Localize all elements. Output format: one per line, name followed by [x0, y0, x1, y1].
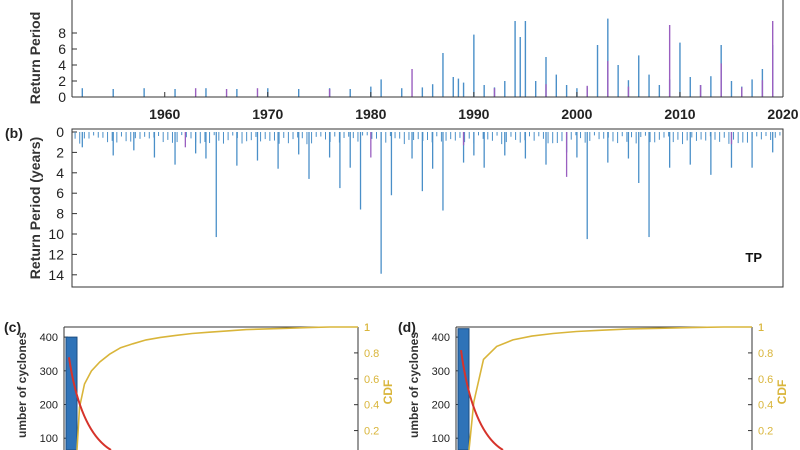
panel-c-y2tick-label: 0.6: [364, 374, 379, 386]
panel-a-ytick-label: 0: [58, 89, 66, 105]
panel-a-xtick-label: 2020: [767, 106, 798, 122]
panel-c-hist-bar: [65, 336, 78, 450]
panel-b-ytick-label: 4: [56, 165, 64, 181]
panel-d-ytick-label: 100: [432, 433, 450, 445]
panel-b-ylabel: Return Period (years): [27, 137, 43, 279]
panel-d-y2tick-label: 0.2: [758, 426, 773, 438]
panel-a-xtick-label: 1970: [252, 106, 283, 122]
panel-b-letter: (b): [5, 125, 23, 141]
panel-d-y2tick-top: 1: [758, 322, 764, 334]
panel-a-ytick-label: 6: [58, 41, 66, 57]
panel-c-ylabel: umber of cyclones: [15, 332, 29, 438]
panel-d-ytick-label: 400: [432, 332, 450, 344]
panel-a-ytick-label: 8: [58, 25, 66, 41]
panel-d-letter: (d): [398, 319, 416, 335]
panel-a-ytick-label: 2: [58, 73, 66, 89]
panel-c-y2tick-label: 0.4: [364, 400, 379, 412]
panel-b-ytick-label: 8: [56, 206, 64, 222]
panel-d-ytick-label: 200: [432, 400, 450, 412]
panel-b: (b) Return Period (years) 0 2 4 6 8 10 12 14 TP: [5, 124, 784, 288]
panel-c-y2tick-label: 0.2: [364, 426, 379, 438]
panel-b-ytick-label: 14: [48, 267, 64, 283]
panel-a-xtick-label: 1980: [355, 106, 386, 122]
panel-d: (d) umber of cyclones CDF 100 200 300 400 0.…: [398, 319, 789, 450]
panel-c-y2tick-label: 1: [364, 322, 370, 334]
panel-c-ytick-label: 100: [40, 433, 58, 445]
panel-c-fit-curve: [68, 357, 112, 450]
panel-a-xtick-label: 2000: [561, 106, 592, 122]
panel-a-ylabel: Return Period: [27, 12, 43, 105]
panel-b-ytick-label: 6: [56, 185, 64, 201]
panel-b-frame: [71, 128, 784, 288]
panel-c: (c) umber of cyclones CDF 100 200 300 400 0.…: [4, 319, 395, 450]
panel-b-ytick-label: 2: [56, 144, 64, 160]
panel-d-ylabel: umber of cyclones: [407, 332, 421, 438]
panel-b-tp-label: TP: [745, 250, 762, 265]
panel-c-y2label: CDF: [381, 380, 395, 405]
panel-c-ytick-label: 400: [40, 332, 58, 344]
panel-d-ytick-label: 300: [432, 366, 450, 378]
panel-d-y2tick-label: 0.8: [758, 348, 773, 360]
panel-b-ytick-label: 12: [48, 246, 64, 262]
panel-d-fit-curve: [460, 350, 504, 450]
panel-b-ytick-label: 10: [48, 226, 64, 242]
panel-a-xtick-label: 1960: [149, 106, 180, 122]
panel-a-xtick-label: 1990: [458, 106, 489, 122]
panel-c-letter: (c): [4, 319, 21, 335]
panel-b-ytick-label: 0: [56, 124, 64, 140]
panel-a-ytick-label: 4: [58, 57, 66, 73]
panel-d-y2label: CDF: [775, 380, 789, 405]
panel-d-y2tick-label: 0.6: [758, 374, 773, 386]
panel-c-y2tick-top: 1: [364, 322, 370, 334]
panel-d-y2tick-label: 0.4: [758, 400, 773, 412]
panel-d-cdf-line: [468, 326, 752, 450]
panel-c-cdf-line: [76, 326, 358, 450]
panel-c-ytick-label: 300: [40, 366, 58, 378]
panel-a-xtick-label: 2010: [664, 106, 695, 122]
panel-c-ytick-label: 200: [40, 400, 58, 412]
panel-d-y2tick-label: 1: [758, 322, 764, 334]
panel-c-y2tick-label: 0.8: [364, 348, 379, 360]
